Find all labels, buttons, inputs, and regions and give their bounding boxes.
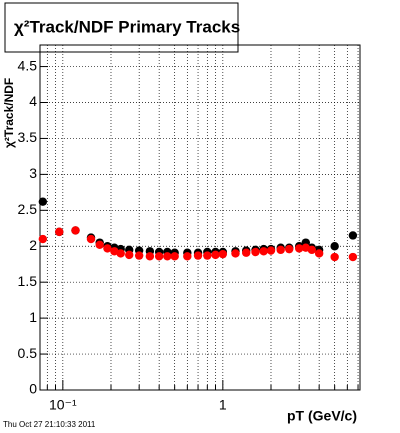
chart-title: χ²Track/NDF Primary Tracks	[14, 17, 240, 36]
marker	[193, 251, 203, 260]
marker	[71, 226, 80, 235]
y-tick-label: 0	[29, 381, 37, 397]
y-tick-label: 4	[29, 93, 37, 109]
y-axis-title: χ²Track/NDF	[2, 78, 16, 148]
marker	[125, 250, 134, 260]
marker	[170, 252, 179, 261]
y-tick-label: 3	[29, 165, 37, 181]
x-axis-title: pT (GeV/c)	[287, 408, 357, 424]
y-tick-label: 1	[29, 309, 37, 325]
marker	[183, 252, 192, 261]
marker	[307, 245, 317, 255]
marker	[294, 244, 304, 253]
y-tick-label: 4.5	[18, 57, 38, 73]
marker	[38, 234, 48, 244]
marker	[211, 250, 220, 260]
marker	[242, 248, 251, 257]
marker	[38, 197, 48, 206]
marker	[145, 252, 155, 261]
y-tick-label: 3.5	[18, 129, 38, 145]
marker	[348, 231, 358, 240]
marker	[276, 245, 285, 255]
x-tick-label: 1	[219, 397, 227, 413]
marker	[259, 247, 268, 256]
marker	[203, 251, 212, 260]
marker	[154, 252, 164, 261]
marker	[134, 251, 144, 260]
marker	[103, 244, 112, 253]
marker	[285, 244, 294, 254]
marker	[95, 240, 104, 250]
marker	[231, 249, 240, 258]
marker	[55, 227, 64, 237]
marker	[251, 247, 260, 257]
marker	[314, 249, 324, 258]
y-tick-label: 2.5	[18, 201, 38, 217]
x-tick-label: 10⁻¹	[49, 397, 77, 413]
y-tick-label: 0.5	[18, 345, 38, 361]
y-tick-label: 2	[29, 237, 37, 253]
marker	[163, 252, 172, 261]
marker	[218, 249, 228, 259]
marker	[116, 249, 125, 258]
marker	[348, 252, 358, 262]
marker	[110, 247, 119, 256]
plot-frame	[39, 44, 361, 391]
marker	[86, 234, 96, 244]
marker	[266, 246, 276, 255]
y-tick-label: 1.5	[18, 273, 38, 289]
marker	[330, 252, 339, 262]
timestamp: Thu Oct 27 21:10:33 2011	[3, 420, 96, 429]
title-box	[4, 2, 239, 53]
marker	[330, 242, 339, 251]
